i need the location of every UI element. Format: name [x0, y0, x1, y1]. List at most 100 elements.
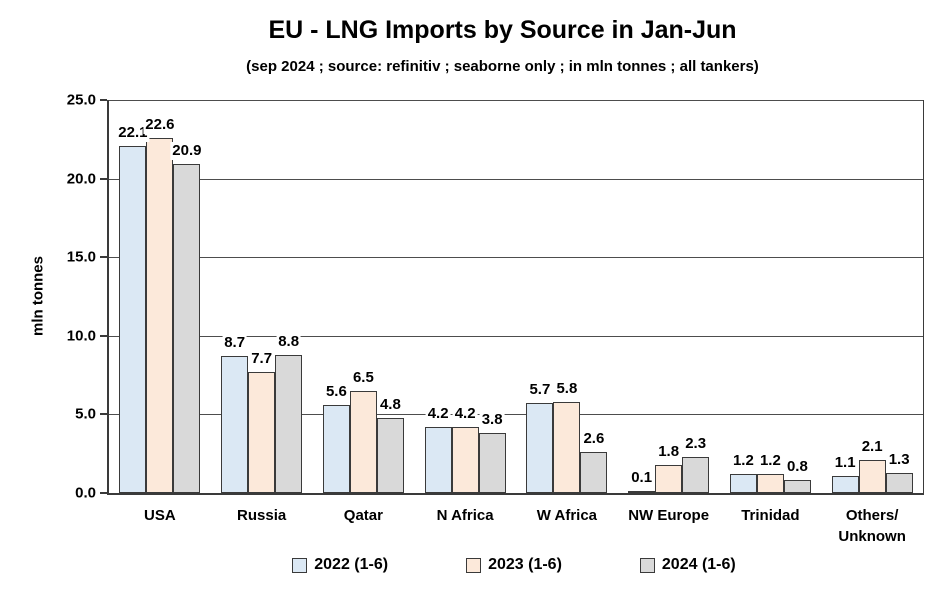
legend-item: 2024 (1-6) — [639, 556, 736, 574]
y-tick-label: 10.0 — [66, 327, 96, 345]
bar-slot: 3.8 — [478, 100, 506, 493]
bar — [146, 137, 174, 493]
bar — [221, 356, 249, 493]
bar — [655, 464, 683, 493]
bar-value-label: 1.2 — [757, 452, 783, 471]
bar — [831, 475, 859, 493]
y-tick-mark — [100, 256, 107, 259]
bar-value-label: 8.7 — [222, 334, 248, 353]
bar-cluster: 5.6 6.5 4.8 — [313, 100, 415, 493]
bar-value-label: 8.8 — [276, 332, 302, 351]
bar-slot: 8.8 — [275, 100, 303, 493]
bar-value-label: 5.8 — [554, 379, 580, 398]
bar-slot: 2.3 — [682, 100, 710, 493]
bar-slot: 4.2 — [451, 100, 479, 493]
bar-clusters: 22.1 22.6 20.9 8.7 7.7 8.8 5.6 6.5 4.8 4.2 4.2 3.8 5… — [109, 100, 923, 493]
bar — [424, 426, 452, 493]
bar-value-label: 6.5 — [350, 368, 376, 387]
bar-slot: 4.8 — [376, 100, 404, 493]
legend-label: 2023 (1-6) — [488, 556, 562, 573]
bar-value-label: 22.6 — [143, 115, 177, 134]
bar-value-label: 2.1 — [859, 438, 885, 456]
bar-value-label: 5.6 — [323, 382, 349, 401]
bar-value-label: 22.1 — [116, 123, 150, 142]
bar-value-label: 4.2 — [425, 404, 451, 423]
y-tick-mark — [100, 177, 107, 180]
bar-cluster: 0.1 1.8 2.3 — [618, 100, 720, 493]
bar — [451, 426, 479, 493]
legend-item: 2022 (1-6) — [292, 556, 388, 574]
bar-slot: 8.7 — [221, 100, 249, 493]
legend-label: 2024 (1-6) — [661, 556, 736, 573]
bar-value-label: 1.2 — [730, 452, 756, 471]
bar-value-label: 4.2 — [452, 404, 478, 423]
legend-label: 2022 (1-6) — [314, 556, 389, 573]
bar-slot: 1.2 — [729, 100, 757, 493]
bar — [756, 474, 784, 493]
gridline — [109, 178, 923, 180]
bar-value-label: 4.8 — [377, 395, 403, 414]
bar-slot: 0.1 — [628, 100, 656, 493]
plot-area: 22.1 22.6 20.9 8.7 7.7 8.8 5.6 6.5 4.8 4.2 4.2 3.8 5… — [67, 92, 924, 545]
gridline — [109, 414, 923, 416]
y-tick-mark — [100, 492, 107, 494]
gridline — [109, 257, 923, 259]
bar-value-label: 3.8 — [479, 411, 505, 430]
y-tick-label: 15.0 — [66, 248, 96, 266]
bar-slot: 22.1 — [116, 100, 150, 493]
legend-swatch — [466, 557, 482, 573]
bar — [783, 480, 811, 493]
bar — [478, 433, 506, 493]
x-category-label: Qatar — [343, 507, 383, 524]
bar-cluster: 5.7 5.8 2.6 — [516, 100, 618, 493]
x-category-label: Trinidad — [741, 507, 800, 524]
bar-cluster: 1.2 1.2 0.8 — [720, 100, 822, 493]
y-tick-label: 0.0 — [75, 484, 96, 502]
y-tick-mark — [100, 99, 107, 101]
y-tick-label: 20.0 — [66, 170, 96, 188]
bar-cluster: 22.1 22.6 20.9 — [109, 100, 211, 493]
bar — [376, 417, 404, 493]
bar — [858, 460, 886, 493]
bar — [580, 452, 608, 493]
x-category-label: NW Europe — [628, 507, 710, 524]
y-tick-mark — [100, 413, 107, 416]
bar — [729, 474, 757, 493]
bar — [275, 354, 303, 493]
bar-value-label: 1.8 — [656, 442, 682, 461]
bar-slot: 2.6 — [580, 100, 608, 493]
x-axis-labels: USA Russia Qatar N Africa W Africa NW Europe T… — [109, 505, 923, 547]
bar — [682, 456, 710, 493]
x-category-label: N Africa — [436, 507, 494, 524]
bar — [553, 401, 581, 493]
bar-value-label: 0.1 — [629, 469, 655, 488]
bar-value-label: 20.9 — [170, 142, 204, 161]
gridline — [109, 335, 923, 337]
bar — [119, 145, 147, 493]
bar-slot: 4.2 — [424, 100, 452, 493]
x-category-label: Russia — [237, 507, 287, 524]
legend-swatch — [292, 557, 308, 573]
bar-slot: 1.2 — [756, 100, 784, 493]
bar-value-label: 5.7 — [527, 381, 553, 400]
y-tick-mark — [100, 334, 107, 337]
bar-value-label: 1.1 — [832, 453, 858, 472]
bar — [322, 404, 350, 493]
legend-item: 2023 (1-6) — [466, 556, 562, 574]
bar-slot: 20.9 — [170, 100, 204, 493]
bar-value-label: 2.6 — [581, 430, 607, 449]
x-category-label: USA — [144, 507, 176, 524]
bar-slot: 2.1 — [858, 100, 886, 493]
y-tick-label: 5.0 — [75, 405, 96, 423]
bar — [628, 491, 656, 493]
bar-cluster: 8.7 7.7 8.8 — [211, 100, 313, 493]
chart-subtitle: (sep 2024 ; source: refinitiv ; seaborne… — [246, 58, 759, 75]
bar — [173, 164, 201, 493]
x-category-label: Others/ Unknown — [838, 507, 906, 545]
chart-title: EU - LNG Imports by Source in Jan-Jun — [268, 16, 737, 44]
bar-cluster: 4.2 4.2 3.8 — [414, 100, 516, 493]
bar — [349, 390, 377, 493]
bar-slot: 1.1 — [831, 100, 859, 493]
bar-slot: 5.8 — [553, 100, 581, 493]
